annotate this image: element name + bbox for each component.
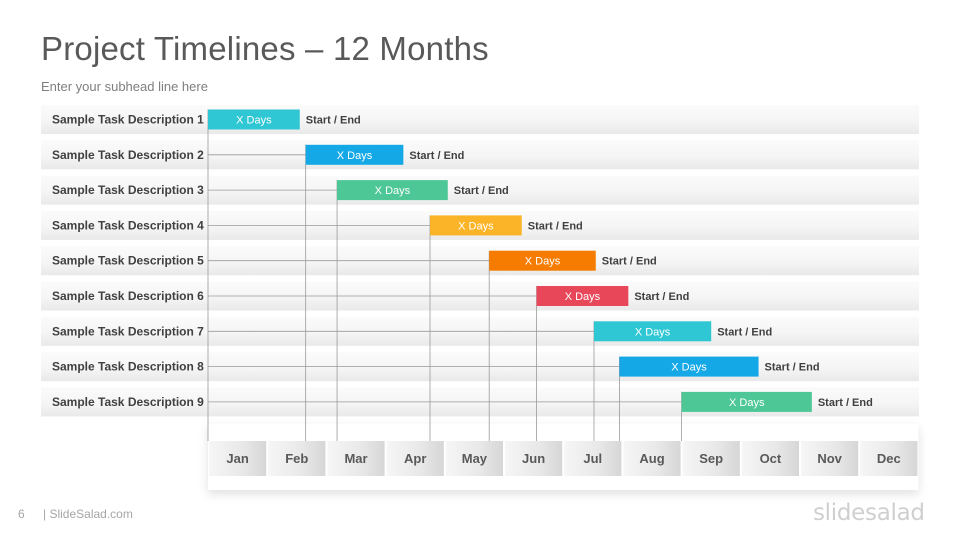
- month-label: Dec: [877, 451, 901, 466]
- bar-start-end-label: Start / End: [602, 256, 657, 268]
- bar-duration-label: X Days: [525, 256, 561, 268]
- bar-duration-label: X Days: [236, 115, 272, 127]
- month-cell: [623, 441, 681, 476]
- task-bar: [536, 286, 629, 306]
- bar-duration-label: X Days: [337, 150, 373, 162]
- task-bar: [305, 144, 404, 165]
- task-label: Sample Task Description 8: [52, 360, 204, 374]
- footer-brand: | SlideSalad.com: [43, 507, 133, 521]
- bar-start-end-label: Start / End: [717, 326, 772, 338]
- bar-start-end-label: Start / End: [528, 220, 583, 232]
- task-bar: [619, 356, 759, 377]
- task-bar: [430, 215, 522, 236]
- task-label: Sample Task Description 2: [52, 148, 204, 162]
- month-label: Apr: [404, 451, 426, 466]
- month-label: May: [462, 451, 488, 466]
- month-label: Jun: [522, 451, 545, 466]
- task-bar: [593, 321, 712, 342]
- bar-start-end-label: Start / End: [634, 291, 689, 303]
- page-subtitle: Enter your subhead line here: [41, 79, 208, 94]
- bar-duration-label: X Days: [375, 185, 411, 197]
- bar-start-end-label: Start / End: [409, 150, 464, 162]
- task-row: [41, 105, 919, 134]
- task-label: Sample Task Description 3: [52, 183, 204, 197]
- task-label: Sample Task Description 6: [52, 289, 204, 303]
- task-row: [41, 175, 919, 205]
- task-label: Sample Task Description 5: [52, 254, 204, 268]
- bar-duration-label: X Days: [729, 397, 765, 409]
- axis-panel: [208, 424, 919, 490]
- month-cell: [445, 441, 503, 476]
- month-cell: [741, 441, 799, 476]
- bar-start-end-label: Start / End: [454, 185, 509, 197]
- month-cell: [386, 441, 444, 476]
- task-bar: [489, 250, 596, 271]
- page-number: 6: [18, 507, 25, 521]
- bar-start-end-label: Start / End: [818, 397, 873, 409]
- month-label: Mar: [344, 451, 367, 466]
- month-label: Nov: [817, 451, 842, 466]
- month-label: Aug: [639, 451, 664, 466]
- month-label: Feb: [285, 451, 308, 466]
- bar-duration-label: X Days: [671, 362, 707, 374]
- slidesalad-logo: slidesalad: [813, 500, 925, 526]
- month-label: Oct: [760, 451, 782, 466]
- task-bar: [208, 109, 300, 130]
- month-label: Jan: [226, 451, 248, 466]
- page-title: Project Timelines – 12 Months: [41, 30, 489, 67]
- bar-duration-label: X Days: [565, 291, 601, 303]
- task-label: Sample Task Description 9: [52, 395, 204, 409]
- month-cell: [268, 441, 326, 476]
- month-cell: [860, 441, 918, 476]
- task-label: Sample Task Description 4: [52, 218, 204, 232]
- month-cell: [327, 441, 385, 476]
- task-row: [41, 140, 919, 170]
- month-label: Sep: [699, 451, 723, 466]
- month-label: Jul: [583, 451, 602, 466]
- task-bar: [337, 180, 448, 201]
- bar-duration-label: X Days: [458, 220, 494, 232]
- month-cell: [505, 441, 563, 476]
- month-cell: [682, 441, 740, 476]
- bar-start-end-label: Start / End: [306, 115, 361, 127]
- task-bar: [681, 391, 812, 412]
- month-cell: [801, 441, 859, 476]
- bar-duration-label: X Days: [635, 326, 671, 338]
- month-cell: [209, 441, 267, 476]
- bar-start-end-label: Start / End: [765, 362, 820, 374]
- task-label: Sample Task Description 7: [52, 324, 204, 338]
- month-cell: [564, 441, 622, 476]
- task-label: Sample Task Description 1: [52, 113, 204, 127]
